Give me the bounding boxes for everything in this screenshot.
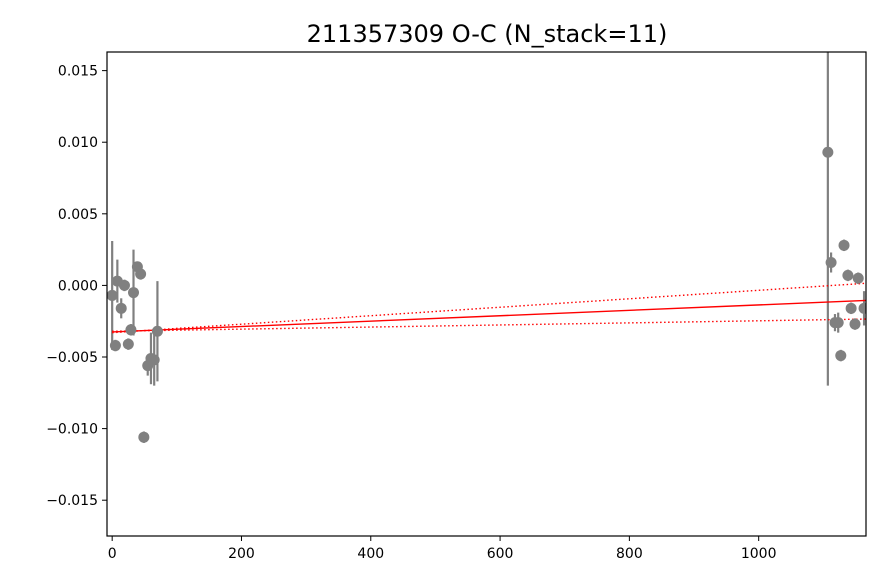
y-tick-label-6: 0.015 <box>58 64 98 80</box>
x-axis: 0 200 400 600 800 1000 <box>108 536 777 562</box>
x-tick-label-5: 1000 <box>741 546 777 562</box>
plot-frame <box>106 51 867 537</box>
data-point-10 <box>138 431 150 443</box>
data-point-14 <box>151 325 163 337</box>
y-axis: −0.015 −0.010 −0.005 0.000 0.005 0.010 0.015 <box>46 64 107 509</box>
plot-area <box>107 52 866 443</box>
fit-line <box>112 299 866 333</box>
x-tick-label-2: 400 <box>357 546 384 562</box>
y-tick-label-2: −0.005 <box>46 350 98 366</box>
data-point-3 <box>115 302 127 314</box>
data-point-21 <box>842 269 854 281</box>
y-tick-label-5: 0.010 <box>58 135 98 151</box>
data-point-13 <box>148 354 160 366</box>
data-point-16 <box>825 256 837 268</box>
data-point-1 <box>109 340 121 352</box>
data-point-25 <box>858 302 866 314</box>
data-point-23 <box>849 318 861 330</box>
y-tick-label-1: −0.010 <box>46 422 98 438</box>
data-point-20 <box>838 239 850 251</box>
data-point-7 <box>128 287 140 299</box>
data-point-0 <box>107 289 118 301</box>
y-tick-label-0: −0.015 <box>46 493 98 509</box>
data-point-24 <box>852 272 864 284</box>
x-tick-label-4: 800 <box>616 546 643 562</box>
y-tick-label-3: 0.000 <box>58 278 98 294</box>
data-point-9 <box>135 268 147 280</box>
x-tick-label-1: 200 <box>228 546 255 562</box>
data-point-6 <box>125 324 137 336</box>
x-tick-label-3: 600 <box>487 546 514 562</box>
data-point-22 <box>845 302 857 314</box>
data-point-15 <box>822 146 834 158</box>
data-point-5 <box>122 338 134 350</box>
data-point-19 <box>835 350 847 362</box>
chart-title: 211357309 O-C (N_stack=11) <box>307 20 668 48</box>
x-tick-label-0: 0 <box>108 546 117 562</box>
y-tick-label-4: 0.005 <box>58 207 98 223</box>
fit-lower-bound <box>112 318 866 332</box>
data-point-18 <box>832 317 844 329</box>
data-point-4 <box>118 279 130 291</box>
